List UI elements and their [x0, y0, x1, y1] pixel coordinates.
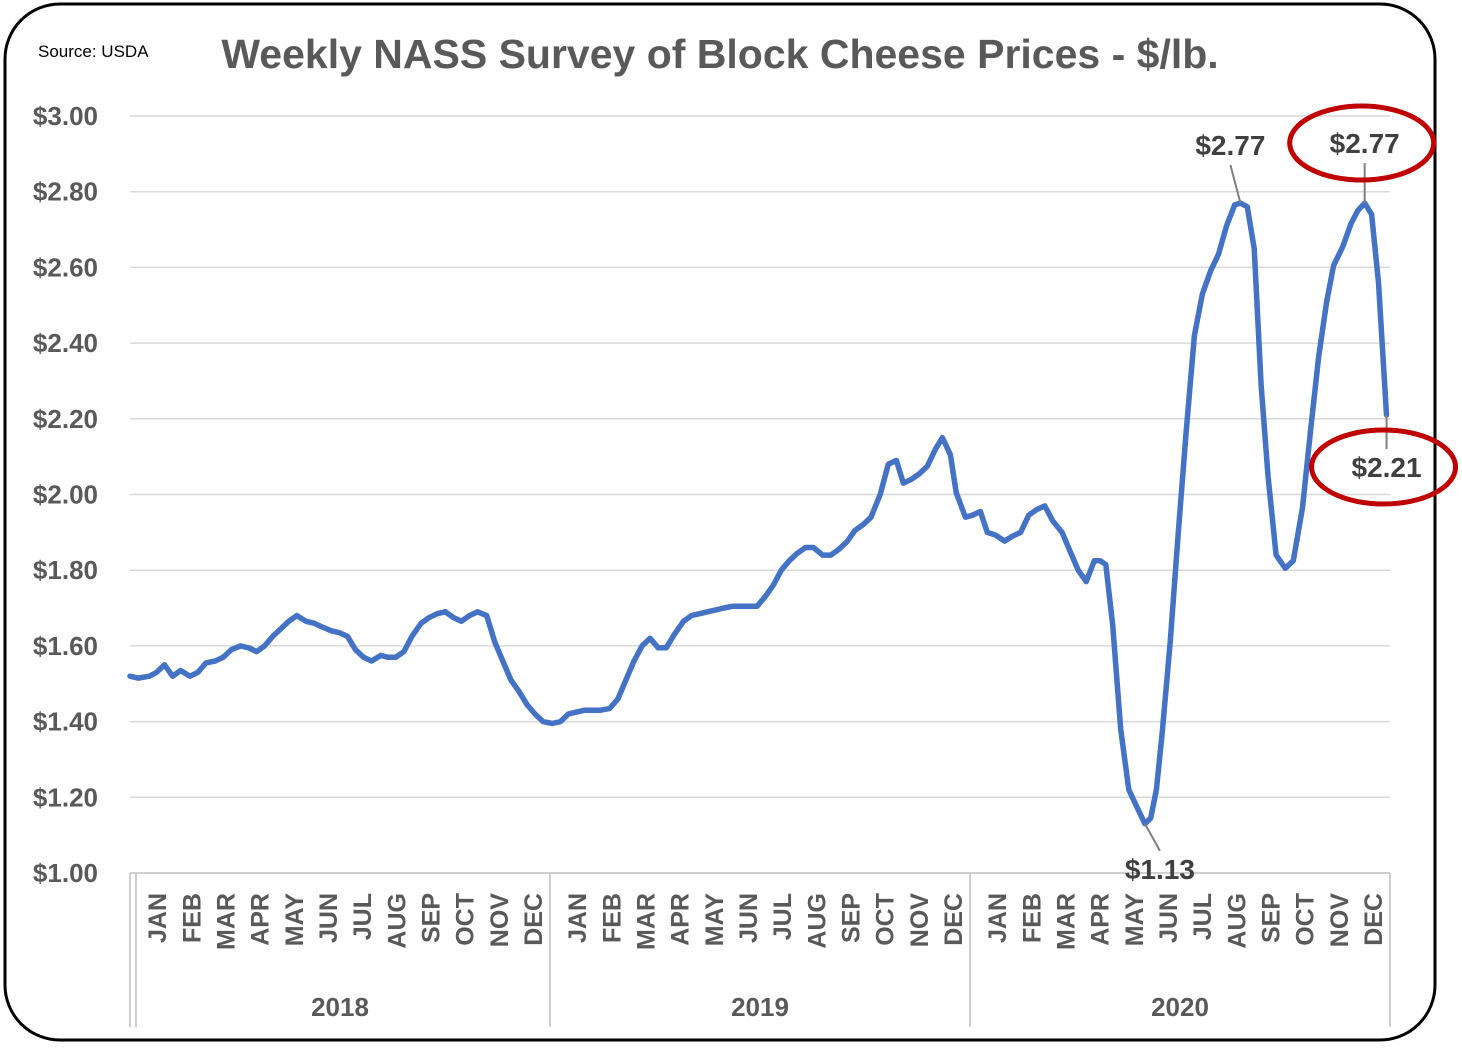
x-tick-label: FEB: [178, 893, 206, 943]
source-note: Source: USDA: [38, 42, 149, 61]
y-tick-label: $2.60: [33, 252, 98, 282]
year-label: 2020: [1151, 992, 1209, 1022]
x-tick-label: APR: [667, 893, 695, 946]
highlight-circle: [1287, 103, 1437, 183]
y-tick-label: $1.00: [33, 858, 98, 888]
x-tick-label: MAR: [212, 893, 240, 950]
annotation-label: $2.21: [1352, 452, 1422, 483]
x-tick-label: JUL: [769, 893, 797, 940]
x-tick-label: NOV: [906, 893, 934, 948]
year-label: 2019: [731, 992, 789, 1022]
annotation-label: $1.13: [1125, 854, 1195, 885]
price-line: [127, 200, 1390, 827]
x-tick-label: SEP: [837, 893, 865, 943]
y-tick-label: $2.20: [33, 404, 98, 434]
highlight-circle: [1309, 427, 1459, 507]
x-tick-label: MAY: [701, 893, 729, 947]
x-tick-label: DEC: [1360, 893, 1388, 946]
x-tick-label: SEP: [417, 893, 445, 943]
x-tick-label: JUN: [315, 893, 343, 943]
x-tick-label: APR: [1087, 893, 1115, 946]
x-tick-label: APR: [247, 893, 275, 946]
x-tick-label: JUL: [1189, 893, 1217, 940]
x-tick-label: DEC: [940, 893, 968, 946]
y-tick-label: $2.80: [33, 177, 98, 207]
y-tick-label: $1.40: [33, 707, 98, 737]
annotation-label: $2.77: [1330, 128, 1400, 159]
x-tick-label: OCT: [452, 893, 480, 946]
x-tick-label: AUG: [383, 893, 411, 949]
x-tick-label: MAY: [281, 893, 309, 947]
year-label: 2018: [311, 992, 369, 1022]
y-tick-label: $3.00: [33, 101, 98, 131]
x-tick-label: NOV: [486, 893, 514, 948]
chart-title: Weekly NASS Survey of Block Cheese Price…: [221, 31, 1218, 77]
annotation-leader-line: [1229, 164, 1242, 204]
x-tick-label: JUN: [735, 893, 763, 943]
annotation-label: $2.77: [1195, 130, 1265, 161]
y-tick-label: $2.00: [33, 480, 98, 510]
y-tick-label: $1.60: [33, 631, 98, 661]
x-tick-label: AUG: [803, 893, 831, 949]
x-tick-label: FEB: [598, 893, 626, 943]
x-tick-label: DEC: [520, 893, 548, 946]
x-tick-label: MAY: [1121, 893, 1149, 947]
x-tick-label: SEP: [1257, 893, 1285, 943]
x-tick-label: MAR: [632, 893, 660, 950]
chart-border: [3, 2, 1437, 1042]
y-tick-label: $1.80: [33, 555, 98, 585]
x-tick-label: JUN: [1155, 893, 1183, 943]
x-tick-label: AUG: [1223, 893, 1251, 949]
x-tick-label: MAR: [1052, 893, 1080, 950]
x-tick-label: OCT: [872, 893, 900, 946]
x-tick-label: JAN: [984, 893, 1012, 943]
x-tick-label: JAN: [144, 893, 172, 943]
x-tick-label: FEB: [1018, 893, 1046, 943]
x-tick-label: NOV: [1326, 893, 1354, 948]
x-tick-label: JUL: [349, 893, 377, 940]
y-tick-label: $2.40: [33, 328, 98, 358]
annotation-leader-line: [1144, 823, 1161, 852]
x-tick-label: OCT: [1292, 893, 1320, 946]
y-tick-label: $1.20: [33, 782, 98, 812]
x-tick-label: JAN: [564, 893, 592, 943]
